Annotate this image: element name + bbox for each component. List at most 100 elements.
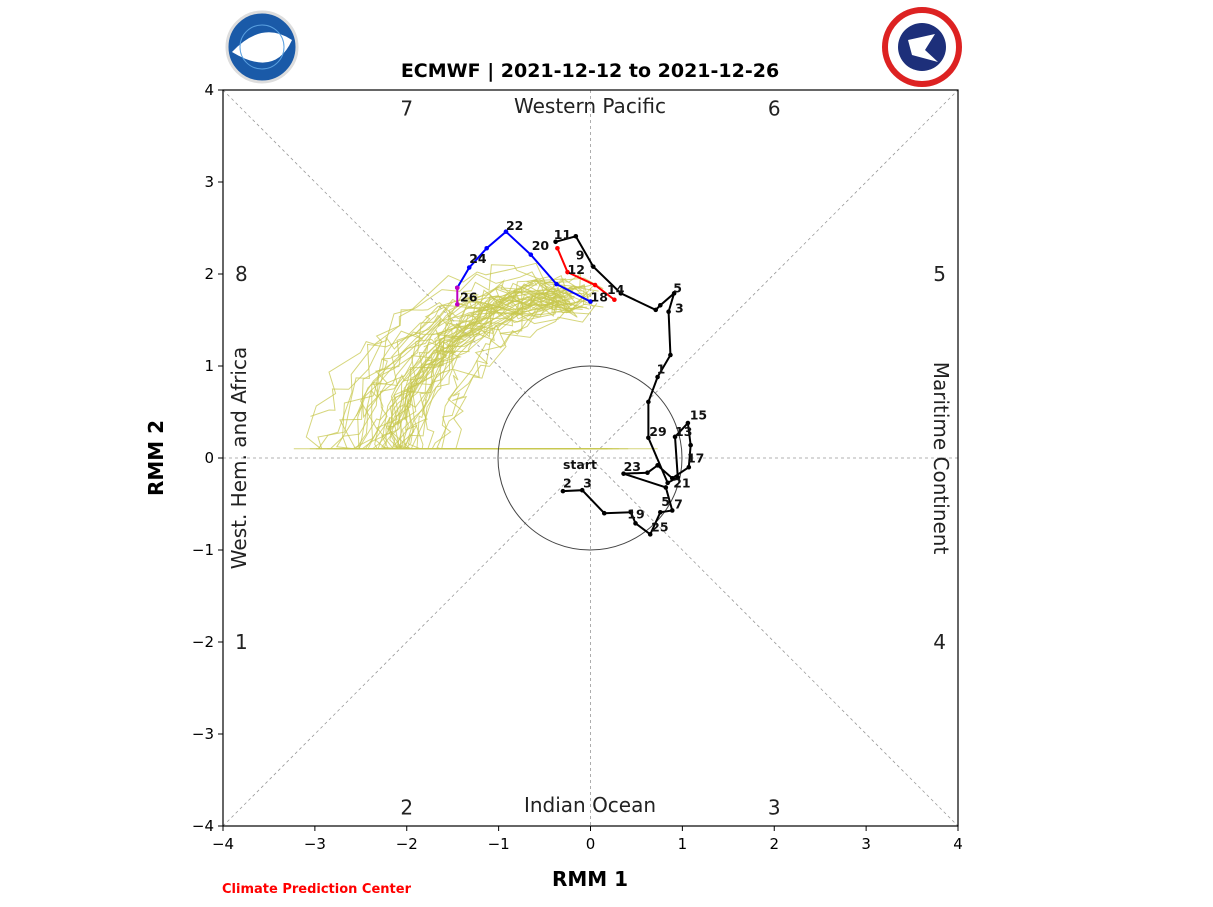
day-label: 5 (673, 280, 682, 295)
phase-label-7: 7 (400, 96, 413, 120)
grid (222, 89, 959, 827)
series-point (668, 352, 673, 358)
series-point (579, 487, 585, 493)
series-point (590, 264, 596, 269)
series-point (653, 307, 659, 313)
series-point (646, 435, 651, 441)
series-point (528, 252, 534, 257)
x-tick-label: 4 (953, 835, 963, 853)
day-label: 9 (576, 247, 585, 262)
day-label: 17 (687, 451, 704, 466)
day-label: 18 (591, 290, 608, 305)
series-point (655, 374, 660, 380)
series-point (565, 269, 570, 275)
day-label: 29 (649, 424, 666, 439)
series-point (671, 291, 677, 296)
day-label: 14 (607, 282, 625, 297)
series-point (588, 299, 593, 304)
day-label: 19 (627, 507, 644, 522)
series-point (663, 485, 669, 490)
unit-circle (497, 365, 683, 551)
series-point (466, 265, 472, 270)
series-point (555, 245, 560, 251)
region-bottom: Indian Ocean (524, 793, 656, 817)
day-label: 5 (661, 494, 670, 509)
series-point (560, 488, 566, 494)
phase-label-2: 2 (400, 796, 413, 820)
day-label: 2 (563, 475, 572, 490)
ensemble-member-line (309, 278, 582, 450)
day-label: 13 (675, 424, 692, 439)
day-label: 11 (554, 227, 571, 242)
x-tick-label: −1 (488, 835, 510, 853)
series-point (628, 509, 634, 515)
series-point (454, 285, 460, 291)
y-axis-label: RMM 2 (144, 420, 168, 496)
series-point (645, 470, 650, 476)
phase-label-4: 4 (933, 630, 946, 654)
y-tick-label: −3 (192, 725, 214, 743)
phase-label-8: 8 (235, 262, 248, 286)
series (454, 229, 693, 537)
ensemble-member-line (433, 295, 571, 450)
ensemble-members (293, 262, 658, 450)
day-label: 3 (583, 475, 592, 490)
series-line-1 (556, 247, 615, 301)
series-point (621, 471, 626, 476)
ensemble-member-line (431, 299, 587, 450)
day-label: 25 (651, 520, 668, 535)
y-tick-label: 1 (204, 357, 214, 375)
series-point (669, 475, 675, 481)
day-label: 26 (460, 290, 478, 305)
series-point (484, 245, 489, 251)
series-point (672, 434, 678, 440)
day-label: 3 (675, 301, 684, 316)
x-tick-label: 3 (861, 835, 871, 853)
phase-label-1: 1 (235, 630, 248, 654)
x-tick-label: 2 (769, 835, 779, 853)
x-tick-label: −4 (212, 835, 234, 853)
ensemble-member-line (377, 302, 573, 450)
day-label: 7 (674, 497, 683, 512)
chart-title: ECMWF | 2021-12-12 to 2021-12-26 (401, 60, 779, 82)
ensemble-member-line (293, 262, 592, 450)
series-point (685, 420, 691, 426)
series-point (633, 521, 638, 526)
day-label: 22 (506, 218, 523, 233)
y-tick-label: 3 (204, 173, 214, 191)
series-point (573, 233, 579, 239)
phase-label-3: 3 (768, 796, 781, 820)
y-tick-label: 4 (204, 81, 214, 99)
series-point (647, 532, 653, 537)
series-point (554, 281, 559, 287)
y-tick-label: 0 (204, 449, 214, 467)
x-tick-label: −2 (396, 835, 418, 853)
day-label: 24 (469, 251, 487, 266)
x-axis-label: RMM 1 (552, 867, 628, 891)
series-point (646, 399, 651, 405)
day-label: start (563, 457, 597, 472)
y-tick-label: −4 (192, 817, 214, 835)
ensemble-member-line (334, 284, 604, 450)
day-label: 23 (624, 459, 641, 474)
x-tick-label: 1 (678, 835, 688, 853)
day-label: 1 (657, 361, 666, 376)
series-point (658, 302, 663, 308)
phase-label-6: 6 (768, 96, 781, 120)
series-point (686, 464, 692, 470)
nws-logo (882, 7, 962, 87)
series-point (601, 510, 607, 516)
region-labels: Western Pacific Indian Ocean West. Hem. … (227, 94, 953, 817)
series-point (454, 302, 460, 307)
series-point (592, 282, 598, 288)
region-top: Western Pacific (514, 94, 666, 118)
x-tick-label: 0 (586, 835, 596, 853)
ensemble-member-line (382, 280, 590, 450)
day-label: 21 (673, 475, 690, 490)
series-point (669, 508, 675, 513)
credit-text: Climate Prediction Center (222, 882, 412, 897)
region-right: Maritime Continent (929, 362, 953, 555)
y-tick-label: −2 (192, 633, 214, 651)
